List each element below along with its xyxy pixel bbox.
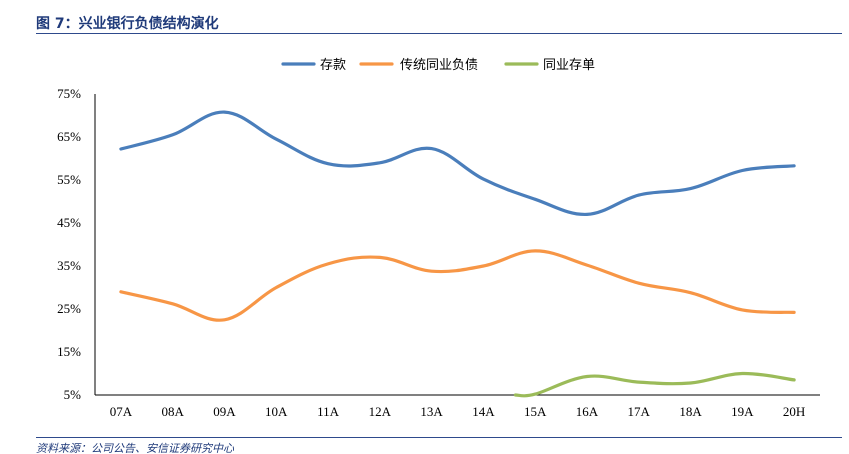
x-tick-label: 17A [628, 404, 651, 419]
legend-item: 同业存单 [504, 58, 595, 73]
series-line-2 [119, 249, 796, 322]
x-tick-label: 18A [679, 404, 702, 419]
x-tick-label: 13A [420, 404, 443, 419]
chart-legend: 存款 传统同业负债 同业存单 [281, 58, 595, 73]
chart-series [119, 110, 796, 398]
x-tick-label: 19A [731, 404, 754, 419]
legend-item: 传统同业负债 [359, 58, 478, 73]
footer-rule [36, 437, 842, 438]
legend-item: 存款 [281, 58, 346, 73]
legend-label: 传统同业负债 [400, 58, 478, 73]
x-tick-label: 08A [161, 404, 184, 419]
x-tick-label: 14A [472, 404, 495, 419]
x-tick-label: 11A [317, 404, 340, 419]
chart-axes: 75% 65% 55% 45% 35% 25% 15% 5% 07A 08A 09A 10A 11A 12… [57, 86, 820, 419]
legend-label: 同业存单 [543, 58, 595, 73]
x-tick-label: 12A [369, 404, 392, 419]
y-tick-label: 15% [57, 344, 81, 359]
y-tick-label: 25% [57, 301, 81, 316]
series-line-1 [119, 110, 796, 217]
source-note: 资料来源：公司公告、安信证券研究中心 [36, 442, 234, 454]
x-tick-label: 16A [576, 404, 599, 419]
title-rule [36, 33, 842, 34]
x-tick-label: 20H [783, 404, 805, 419]
x-tick-label: 09A [213, 404, 236, 419]
y-tick-label: 45% [57, 215, 81, 230]
y-tick-label: 35% [57, 258, 81, 273]
legend-label: 存款 [320, 58, 346, 73]
y-tick-label: 55% [57, 172, 81, 187]
y-tick-label: 5% [64, 387, 82, 402]
series-line-3 [513, 371, 796, 398]
y-tick-label: 75% [57, 86, 81, 101]
figure-title: 图 7：兴业银行负债结构演化 [36, 16, 219, 32]
x-tick-label: 10A [265, 404, 288, 419]
y-tick-label: 65% [57, 129, 81, 144]
x-tick-label: 15A [524, 404, 547, 419]
x-tick-label: 07A [110, 404, 133, 419]
